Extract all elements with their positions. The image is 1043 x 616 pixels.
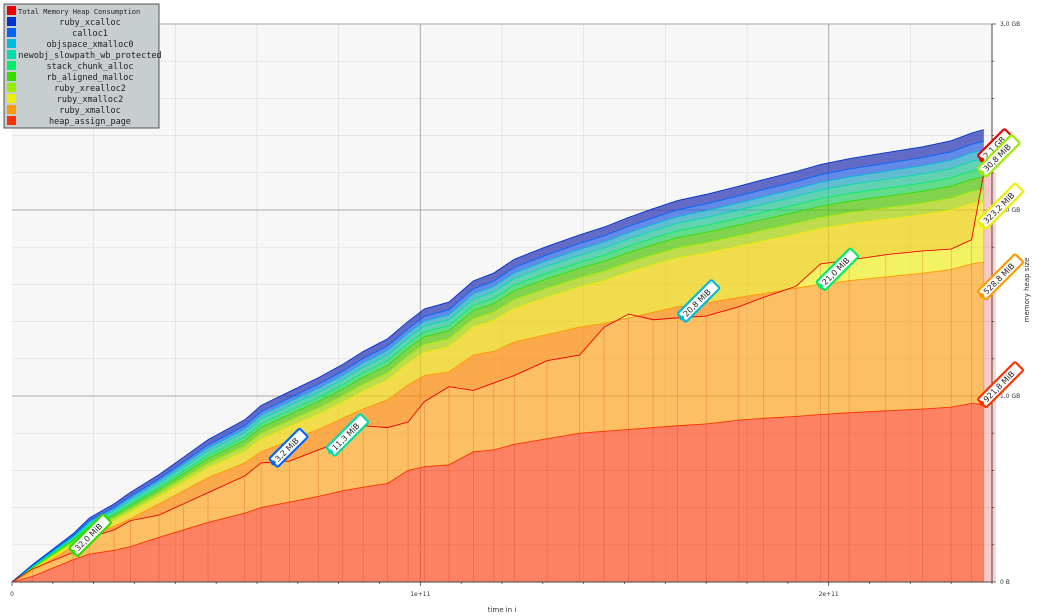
callout-marker [979, 222, 985, 228]
legend-label-ruby-xcalloc: ruby_xcalloc [59, 18, 120, 28]
line-ruby-xcalloc [11, 129, 984, 583]
callout-marker [979, 293, 985, 298]
x-axis-title: time in i [488, 606, 517, 614]
callout-marker [979, 157, 985, 163]
legend-swatch-total-memory-heap-consumption [7, 6, 16, 15]
callout-marker [270, 460, 276, 466]
line-calloc1 [11, 140, 984, 583]
legend-swatch-ruby-xmalloc [7, 105, 16, 114]
legend-swatch-ruby-xcalloc [7, 17, 16, 26]
area-ruby-xmalloc [12, 262, 984, 582]
y-tick-label: 1,0 GB [1000, 393, 1020, 400]
legend-box [3, 3, 160, 129]
legend-swatch-heap-assign-page [7, 116, 16, 125]
callout-marker [979, 170, 985, 176]
y-axis-title: memory heap size [1023, 258, 1031, 323]
legend-swatch-newobj-slowpath-wb-protected [7, 50, 16, 59]
callout-marker [979, 401, 985, 406]
legend-label-objspace-xmalloc0: objspace_xmalloc0 [47, 40, 134, 50]
x-axis-ticks: 0 1e+11 2e+11 [10, 582, 993, 598]
legend-label-ruby-xrealloc2: ruby_xrealloc2 [54, 84, 126, 94]
line-ruby-xrealloc2 [11, 188, 984, 583]
legend-label-rb-aligned-malloc: rb_aligned_malloc [47, 73, 134, 83]
legend-swatch-rb-aligned-malloc [7, 72, 16, 81]
line-stack-chunk-alloc [11, 167, 984, 583]
legend-label-stack-chunk-alloc: stack_chunk_alloc [47, 62, 134, 72]
line-objspace-xmalloc0 [11, 149, 984, 583]
legend-label-newobj-slowpath-wb-protected: newobj_slowpath_wb_protected [18, 51, 161, 61]
y-tick-label: 3,0 GB [1000, 21, 1020, 28]
legend-label-ruby-xmalloc: ruby_xmalloc [59, 106, 120, 116]
y-tick-label: 0 B [1000, 579, 1010, 586]
x-tick-label: 2e+11 [819, 591, 839, 598]
legend-label-calloc1: calloc1 [72, 29, 108, 39]
legend-label-ruby-xmalloc2: ruby_xmalloc2 [57, 95, 124, 105]
legend-label-heap-assign-page: heap_assign_page [49, 117, 131, 127]
callout-marker [818, 283, 823, 289]
callout-marker [70, 549, 76, 555]
area-heap-assign-page [12, 403, 984, 582]
legend: Total Memory Heap Consumption ruby_xcallo… [3, 3, 162, 129]
line-newobj-slowpath-wb-protected [11, 158, 984, 583]
callout-marker [328, 449, 333, 455]
stacked-lines [11, 129, 985, 583]
y-tick-label: 2,0 GB [1000, 207, 1020, 214]
x-tick-label: 1e+11 [410, 591, 430, 598]
line-total-memory-heap-consumption [11, 172, 985, 583]
x-tick-label: 0 [10, 591, 14, 598]
y-axis-ticks: 0 B 1,0 GB 2,0 GB 3,0 GB [992, 21, 1020, 586]
legend-swatch-objspace-xmalloc0 [7, 39, 16, 48]
legend-swatch-calloc1 [7, 28, 16, 37]
legend-label-total-memory-heap-consumption: Total Memory Heap Consumption [18, 8, 140, 16]
tail-highlight [983, 172, 996, 583]
line-ruby-xmalloc2 [11, 201, 984, 583]
legend-swatch-stack-chunk-alloc [7, 61, 16, 70]
line-rb-aligned-malloc [11, 176, 984, 583]
line-ruby-xmalloc [11, 261, 984, 583]
legend-swatch-ruby-xrealloc2 [7, 83, 16, 92]
callout-marker [679, 315, 685, 321]
line-heap-assign-page [11, 402, 984, 583]
legend-swatch-ruby-xmalloc2 [7, 94, 16, 103]
